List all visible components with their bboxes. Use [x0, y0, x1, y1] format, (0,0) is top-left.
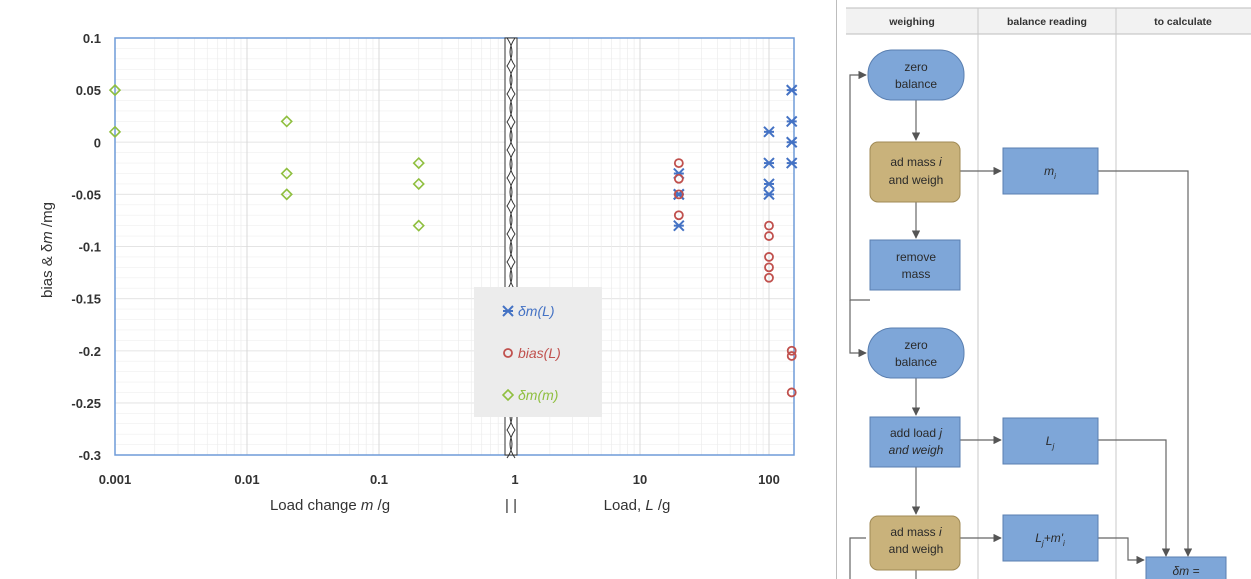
x-axis-title-right: Load, L /g [604, 497, 671, 514]
circle-marker [764, 220, 774, 231]
circle-marker [764, 272, 774, 283]
svg-text:add load j: add load j [890, 426, 942, 440]
svg-text:δm =: δm = [1172, 564, 1199, 578]
step-add-load: add load j and weigh [869, 416, 961, 468]
svg-text:balance: balance [895, 77, 937, 91]
diamond-marker [412, 156, 425, 170]
step-zero-balance-2: zero balance [867, 327, 965, 379]
step-add-mass-1: ad mass i and weigh [869, 141, 961, 203]
legend-box [474, 287, 602, 417]
svg-text:remove: remove [896, 250, 936, 264]
y-tick-label: 0.1 [83, 31, 101, 46]
reading-L-plus-m: Lj+m'i [1002, 514, 1099, 562]
x-tick-label-left: 0.01 [234, 472, 259, 487]
step-remove-mass: remove mass [869, 239, 961, 291]
circle-marker [764, 231, 774, 241]
diamond-marker [412, 219, 425, 232]
circle-marker [673, 210, 684, 221]
calc-delta-m: δm = [1145, 556, 1227, 579]
flowchart-panel: weighing balance reading to calculate ze… [846, 0, 1251, 579]
grid-layer [114, 37, 794, 456]
legend-label: bias(L) [518, 345, 561, 361]
svg-text:zero: zero [904, 60, 928, 74]
svg-text:Lj: Lj [1046, 434, 1055, 451]
header-weighing: weighing [888, 16, 935, 28]
asterisk-marker [786, 136, 798, 148]
circle-marker [786, 351, 797, 361]
y-tick-label: -0.25 [71, 396, 101, 411]
svg-text:ad mass i: ad mass i [890, 155, 942, 169]
y-tick-label: -0.3 [79, 448, 101, 463]
svg-text:balance: balance [895, 355, 937, 369]
circle-marker [673, 173, 684, 184]
y-axis-title: bias & δm /mg [39, 202, 56, 298]
x-tick-label-right: 100 [758, 472, 780, 487]
series-asterisk [673, 84, 798, 232]
flow-header-bg [846, 8, 1251, 34]
x-axis-title-left: Load change m /g [270, 497, 390, 514]
svg-text:mi: mi [1044, 164, 1056, 181]
step-add-mass-2: ad mass i and weigh [869, 515, 961, 571]
x-tick-label-left: 0.001 [99, 472, 132, 487]
circle-marker [673, 158, 684, 169]
series-circle [673, 158, 797, 398]
y-tick-label: -0.2 [79, 344, 101, 359]
scatter-chart: δm(L) bias(L) δm(m) 0.1 0.05 0 -0.05 -0.1 -0.15… [39, 31, 798, 514]
header-to-calculate: to calculate [1154, 16, 1212, 28]
svg-text:and weigh: and weigh [889, 542, 944, 556]
x-axis-break-mark: | | [505, 497, 517, 514]
circle-marker [786, 345, 797, 356]
svg-text:mass: mass [902, 267, 931, 281]
flow-connectors [849, 70, 1193, 579]
asterisk-marker [763, 157, 775, 169]
header-balance-reading: balance reading [1007, 16, 1087, 28]
circle-marker [673, 189, 684, 200]
circle-marker [764, 252, 774, 262]
svg-text:and weigh: and weigh [889, 173, 944, 187]
diamond-marker [108, 83, 122, 97]
diamond-marker [108, 125, 122, 138]
asterisk-marker [673, 219, 685, 232]
step-zero-balance-1: zero balance [867, 49, 965, 101]
asterisk-marker [786, 157, 798, 169]
svg-text:ad mass i: ad mass i [890, 525, 942, 539]
circle-marker [503, 348, 513, 358]
y-tick-label: -0.15 [71, 292, 101, 307]
plot-area-frame [114, 37, 795, 456]
chart-panel: δm(L) bias(L) δm(m) 0.1 0.05 0 -0.05 -0.1 -0.15… [39, 0, 837, 579]
svg-text:zero: zero [904, 338, 928, 352]
series-diamond [108, 83, 425, 232]
y-tick-label: 0 [94, 135, 101, 150]
diamond-marker [412, 177, 425, 191]
x-tick-label-left: 1 [511, 472, 518, 487]
x-tick-labels: 0.001 0.01 0.1 1 10 100 [99, 472, 780, 487]
legend-label: δm(m) [518, 387, 558, 403]
reading-m-i: mi [1002, 147, 1099, 195]
diamond-marker [501, 388, 515, 402]
asterisk-marker [763, 126, 775, 138]
x-tick-label-left: 0.1 [370, 472, 388, 487]
reading-L-j: Lj [1002, 417, 1099, 465]
circle-marker [764, 262, 774, 273]
legend-label: δm(L) [518, 303, 555, 319]
circle-marker [786, 387, 797, 398]
y-tick-labels: 0.1 0.05 0 -0.05 -0.1 -0.15 -0.2 -0.25 -0.3 [71, 31, 101, 463]
asterisk-marker [786, 115, 798, 128]
svg-text:and weigh: and weigh [889, 443, 944, 457]
data-points [108, 83, 798, 398]
diamond-marker [280, 188, 293, 201]
diamond-marker [280, 115, 293, 128]
asterisk-marker [763, 188, 775, 201]
legend: δm(L) bias(L) δm(m) [474, 287, 602, 417]
diamond-marker [280, 167, 293, 180]
asterisk-marker [502, 305, 514, 317]
y-tick-label: 0.05 [76, 83, 101, 98]
asterisk-marker [763, 178, 775, 190]
asterisk-marker [786, 84, 798, 96]
flowchart: weighing balance reading to calculate ze… [846, 7, 1251, 579]
y-tick-label: -0.05 [71, 187, 101, 202]
x-tick-label-right: 10 [633, 472, 647, 487]
y-tick-label: -0.1 [79, 240, 101, 255]
